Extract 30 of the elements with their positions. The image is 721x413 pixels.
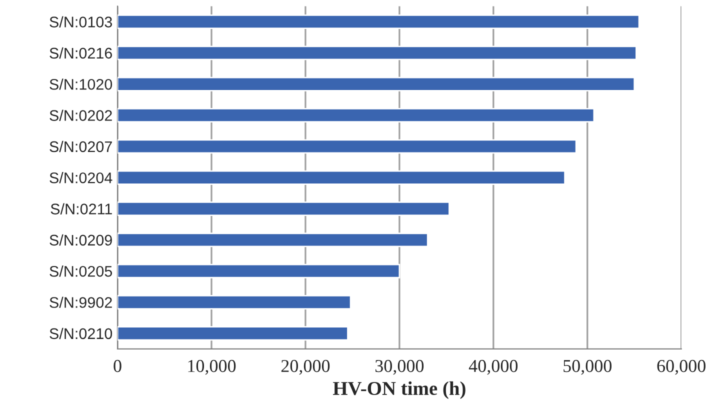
y-tick-label: S/N:0207 bbox=[50, 140, 112, 152]
bar bbox=[118, 202, 450, 216]
bar bbox=[118, 46, 637, 60]
bar bbox=[118, 295, 352, 310]
y-tick-label: S/N:0216 bbox=[50, 47, 112, 59]
y-tick-label: S/N:0209 bbox=[50, 234, 112, 246]
bar bbox=[118, 76, 636, 92]
bar bbox=[118, 108, 595, 123]
y-tick-label: S/N:0202 bbox=[50, 110, 112, 121]
x-tick-label: 10,000 bbox=[188, 360, 236, 375]
bar bbox=[118, 170, 566, 185]
y-tick-label: S/N:0204 bbox=[50, 172, 112, 184]
x-tick-label: 50,000 bbox=[564, 360, 612, 375]
x-tick-label: 60,000 bbox=[657, 360, 706, 375]
x-tick-label: 40,000 bbox=[468, 360, 518, 375]
y-tick-label: S/N:0210 bbox=[50, 328, 112, 340]
x-tick-label: 0 bbox=[114, 360, 122, 372]
x-axis-title: HV-ON time (h) bbox=[332, 381, 466, 399]
y-tick-label: S/N:1020 bbox=[50, 78, 112, 90]
y-tick-label: S/N:0103 bbox=[50, 16, 112, 28]
bar bbox=[118, 326, 348, 341]
bar bbox=[118, 14, 640, 30]
x-tick-label: 20,000 bbox=[281, 360, 330, 375]
bar bbox=[118, 232, 428, 248]
y-tick-label: S/N:0205 bbox=[50, 266, 112, 277]
y-tick-label: S/N:9902 bbox=[50, 296, 112, 308]
y-tick-label: S/N:0211 bbox=[50, 203, 112, 214]
bar bbox=[118, 139, 577, 154]
x-tick-label: 30,000 bbox=[375, 360, 424, 375]
bar bbox=[118, 264, 400, 278]
